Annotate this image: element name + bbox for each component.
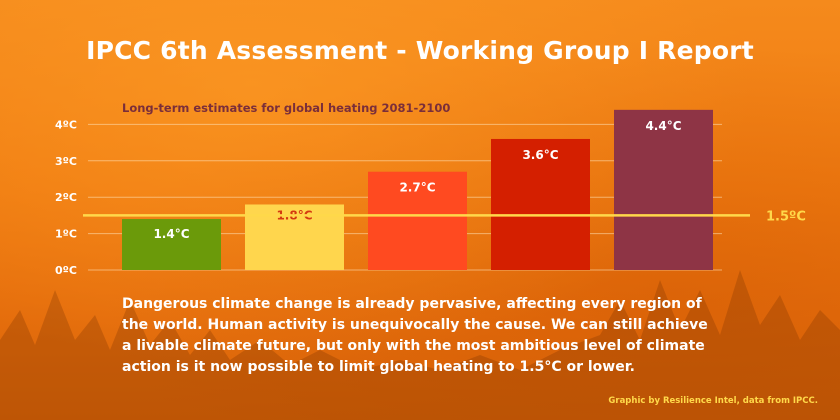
bar-value-label: 3.6°C [522, 148, 558, 162]
page-title: IPCC 6th Assessment - Working Group I Re… [86, 36, 754, 65]
bar-value-label: 4.4°C [645, 119, 681, 133]
y-tick-label: 3ºC [55, 155, 77, 168]
bar [122, 219, 221, 270]
credit-text: Graphic by Resilience Intel, data from I… [608, 396, 818, 406]
y-tick-label: 1ºC [55, 228, 77, 241]
y-tick-label: 2ºC [55, 191, 77, 204]
chart-subtitle: Long-term estimates for global heating 2… [122, 101, 451, 115]
reference-line-label: 1.5ºC [766, 209, 806, 224]
bar-value-label: 2.7°C [399, 181, 435, 195]
bar [491, 138, 590, 270]
bar [614, 109, 713, 270]
forest-silhouette [0, 270, 840, 420]
summary-paragraph: Dangerous climate change is already perv… [122, 296, 708, 375]
y-tick-label: 4ºC [55, 118, 77, 131]
bar-value-label: 1.4°C [153, 227, 189, 241]
y-tick-label: 0ºC [55, 264, 77, 277]
bar [368, 171, 467, 270]
